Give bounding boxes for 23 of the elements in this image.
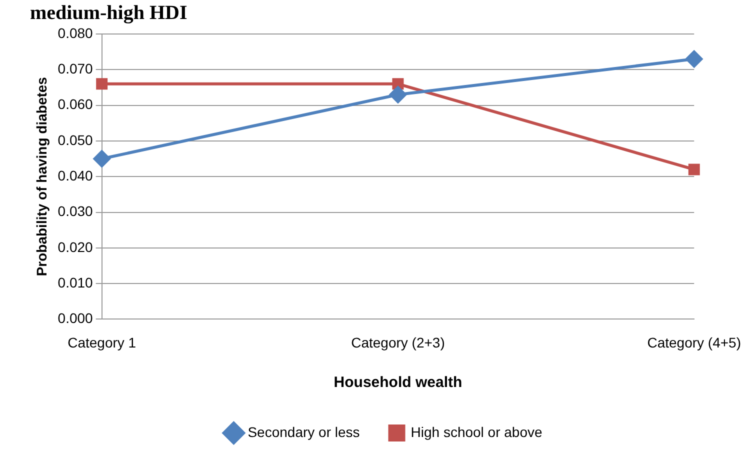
point	[688, 164, 700, 176]
x-tick-label: Category (2+3)	[351, 334, 445, 350]
y-axis-title: Probability of having diabetes	[33, 76, 50, 276]
chart-title: medium-high HDI	[30, 2, 188, 24]
x-tick-label: Category 1	[68, 334, 136, 350]
y-tick-label: 0.040	[58, 167, 94, 184]
x-axis-title: Household wealth	[334, 374, 462, 392]
point	[96, 78, 108, 90]
point	[392, 78, 404, 90]
legend-label: High school or above	[410, 424, 543, 440]
y-tick-label: 0.080	[58, 24, 94, 41]
y-tick-label: 0.060	[58, 96, 94, 112]
point	[93, 150, 110, 168]
point	[389, 86, 406, 104]
point	[686, 50, 703, 68]
y-tick-label: 0.020	[58, 238, 94, 255]
y-tick-label: 0.070	[58, 60, 94, 77]
y-tick-label: 0.010	[58, 274, 94, 290]
y-tick-label: 0.030	[58, 203, 94, 220]
y-tick-label: 0.050	[58, 132, 94, 148]
legend-label: Secondary or less	[248, 424, 360, 440]
x-tick-label: Category (4+5)	[647, 334, 742, 350]
y-tick-label: 0.000	[58, 310, 94, 326]
